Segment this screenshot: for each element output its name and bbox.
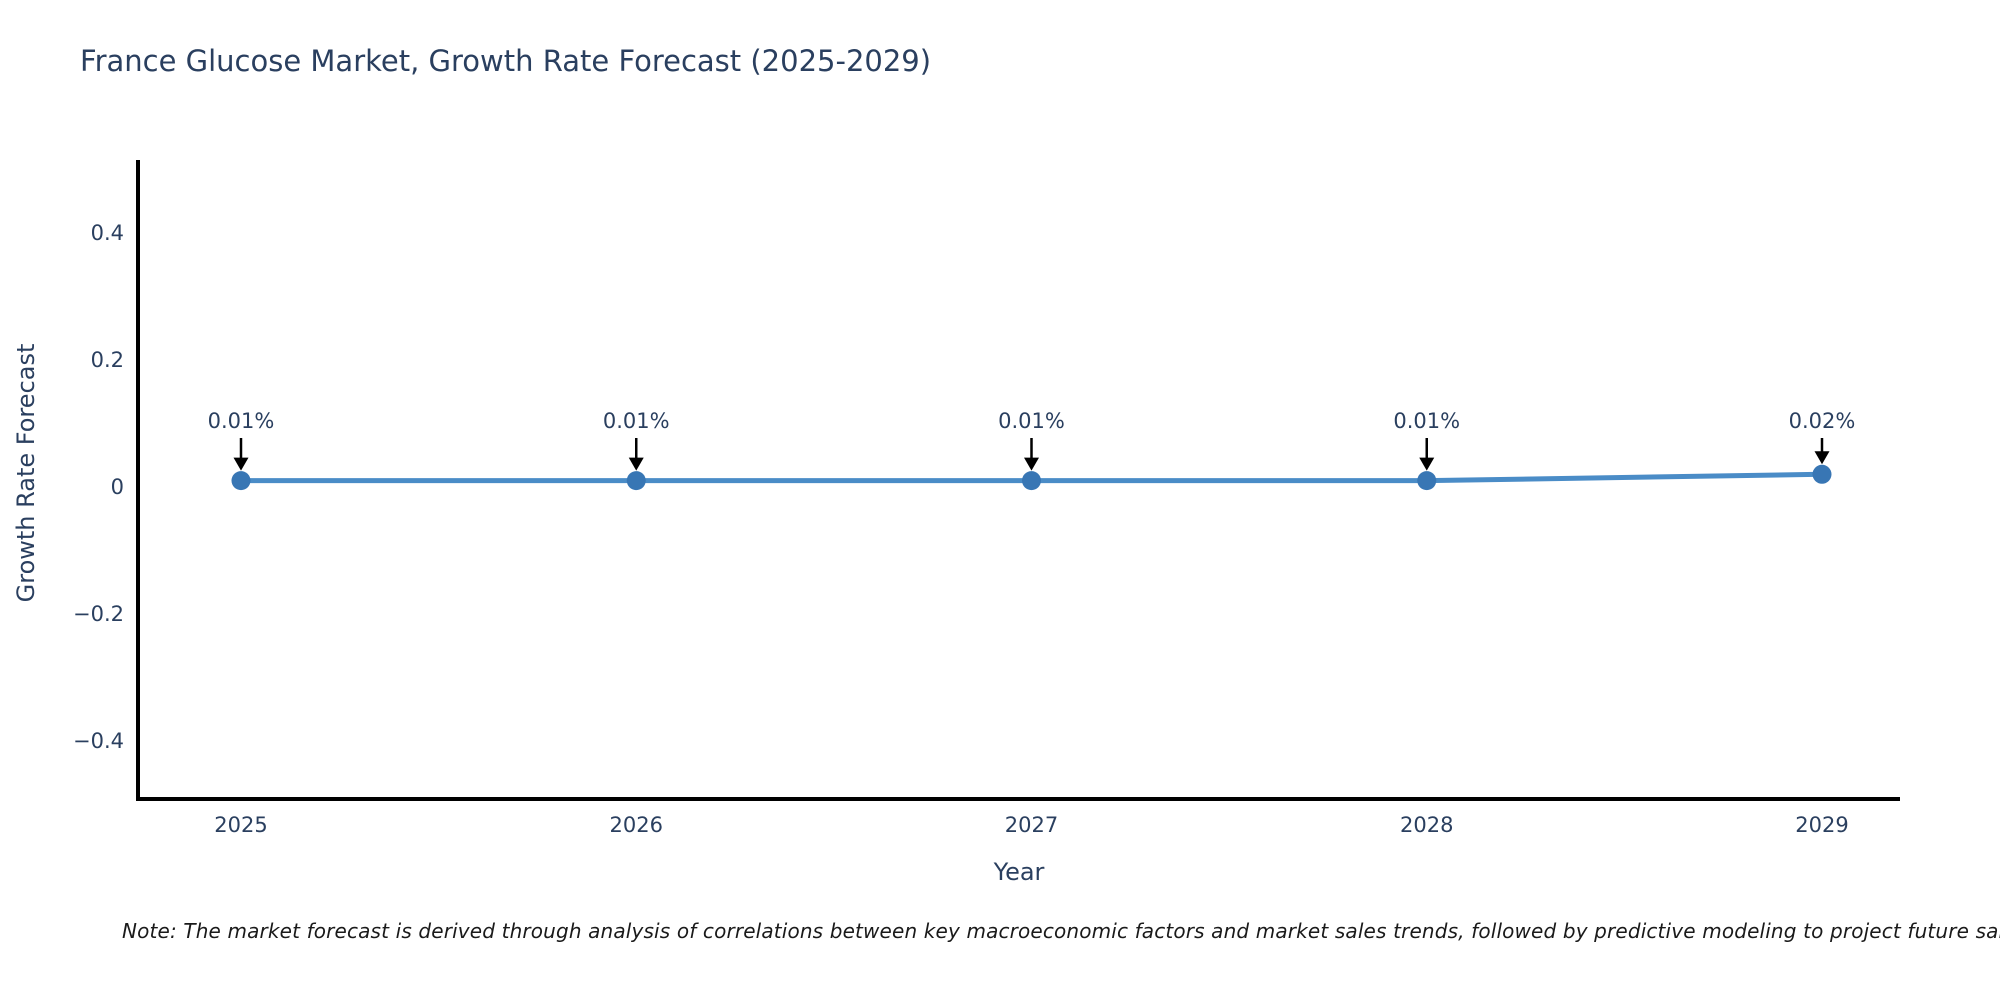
footnote: Note: The market forecast is derived thr… xyxy=(122,919,2000,943)
y-tick-label: −0.4 xyxy=(73,729,124,753)
x-tick-label: 2028 xyxy=(1400,813,1453,837)
annotation-label: 0.01% xyxy=(1393,409,1460,433)
x-axis-title: Year xyxy=(993,858,1045,886)
annotation-arrowhead xyxy=(1814,451,1830,465)
y-tick-label: 0.2 xyxy=(91,348,124,372)
annotation-arrowhead xyxy=(1024,457,1039,471)
data-point xyxy=(231,471,251,491)
x-tick-label: 2025 xyxy=(214,813,267,837)
data-point xyxy=(1022,471,1041,491)
y-tick-label: 0.4 xyxy=(91,221,124,245)
annotation-label: 0.01% xyxy=(603,409,670,433)
annotation-label: 0.01% xyxy=(998,409,1065,433)
annotation-arrowhead xyxy=(628,457,644,471)
annotation-arrowhead xyxy=(1419,457,1435,471)
x-tick-label: 2027 xyxy=(1005,813,1058,837)
data-point xyxy=(1812,464,1832,484)
data-point xyxy=(1417,471,1437,491)
data-point xyxy=(626,471,646,491)
y-tick-label: −0.2 xyxy=(73,602,124,626)
annotation-label: 0.01% xyxy=(208,409,275,433)
y-tick-label: 0 xyxy=(111,475,124,499)
chart-title: France Glucose Market, Growth Rate Forec… xyxy=(80,44,932,78)
annotation-label: 0.02% xyxy=(1789,409,1856,433)
annotation-arrowhead xyxy=(233,457,249,471)
x-tick-label: 2029 xyxy=(1795,813,1848,837)
x-tick-label: 2026 xyxy=(610,813,663,837)
